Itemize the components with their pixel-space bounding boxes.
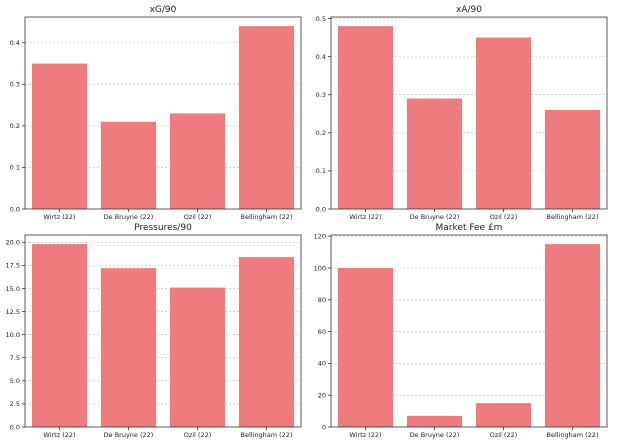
y-tick-label: 15.0 [6,285,20,293]
y-tick-label: 2.5 [10,400,20,408]
y-tick-label: 20.0 [6,239,20,247]
x-tick-label: Wirtz (22) [43,213,75,221]
bar-de-bruyne-22 [100,268,157,427]
x-tick-label: De Bruyne (22) [410,213,460,221]
y-tick-label: 17.5 [6,262,20,270]
x-tick-label: De Bruyne (22) [104,431,154,439]
y-tick-label: 5.0 [10,377,20,385]
x-tick-label: Ozil (22) [490,213,518,221]
chart-panel-1: 0.0 0.1 0.2 0.3 0.4 Wirtz (22) De Bruyne (22) O… [10,5,302,221]
bar-ozil-22 [475,403,532,427]
bar-bellingham-22 [544,109,601,209]
y-tick-label: 0.4 [10,39,20,47]
y-tick-label: 0.2 [10,122,20,130]
bar-bellingham-22 [544,244,601,427]
chart-title: xG/90 [150,5,177,15]
bar-bellingham-22 [238,257,295,427]
y-tick-label: 20 [318,391,326,399]
axes-frame [330,234,608,428]
y-tick-label: 120 [314,232,326,240]
bar-bellingham-22 [238,26,295,210]
x-tick-label: Ozil (22) [490,431,518,439]
chart-panel-2: 0.0 0.1 0.2 0.3 0.4 0.5 Wirtz (22) De Bruyne (2… [316,5,608,221]
chart-panel-4: 0 20 40 60 80 100 120 Wirtz (22) De Bruyne (22) O… [314,223,608,439]
x-tick-label: Wirtz (22) [349,431,381,439]
y-tick-label: 40 [318,360,326,368]
x-tick-label: De Bruyne (22) [410,431,460,439]
y-tick-label: 80 [318,296,326,304]
x-tick-label: Ozil (22) [184,213,212,221]
axes-frame [24,16,302,210]
axes-frame [330,16,608,210]
x-tick-label: De Bruyne (22) [104,213,154,221]
bar-de-bruyne-22 [406,415,463,427]
y-tick-label: 0.3 [316,91,326,99]
bar-de-bruyne-22 [100,121,157,209]
y-tick-label: 0.4 [316,53,326,61]
bar-wirtz-22 [337,26,394,210]
x-tick-label: Bellingham (22) [547,431,599,439]
x-tick-label: Wirtz (22) [349,213,381,221]
chart-title: xA/90 [456,5,482,15]
y-tick-label: 0.1 [10,164,20,172]
bar-ozil-22 [169,287,226,427]
y-tick-label: 0.3 [10,81,20,89]
y-tick-label: 60 [318,328,326,336]
bar-wirtz-22 [31,63,88,209]
bar-de-bruyne-22 [406,98,463,209]
y-tick-label: 0.2 [316,129,326,137]
chart-title: Market Fee £m [436,223,503,233]
x-tick-label: Bellingham (22) [241,213,293,221]
x-tick-label: Wirtz (22) [43,431,75,439]
y-tick-label: 0.0 [10,423,20,431]
y-tick-label: 0.5 [316,15,326,23]
bar-ozil-22 [475,37,532,210]
y-tick-label: 0.0 [316,205,326,213]
x-tick-label: Ozil (22) [184,431,212,439]
chart-title: Pressures/90 [134,223,192,233]
axes-frame [24,234,302,428]
x-tick-label: Bellingham (22) [241,431,293,439]
y-tick-label: 100 [314,264,326,272]
y-tick-label: 7.5 [10,354,20,362]
y-tick-label: 0 [322,423,326,431]
x-tick-label: Bellingham (22) [547,213,599,221]
chart-panel-3: 0.0 2.5 5.0 7.5 10.0 12.5 15.0 17.5 20.0 Wirtz (2… [6,223,302,439]
bar-ozil-22 [169,113,226,209]
bar-wirtz-22 [31,244,88,427]
y-tick-label: 0.1 [316,167,326,175]
y-tick-label: 12.5 [6,308,20,316]
bar-wirtz-22 [337,267,394,427]
y-tick-label: 0.0 [10,205,20,213]
y-tick-label: 10.0 [6,331,20,339]
